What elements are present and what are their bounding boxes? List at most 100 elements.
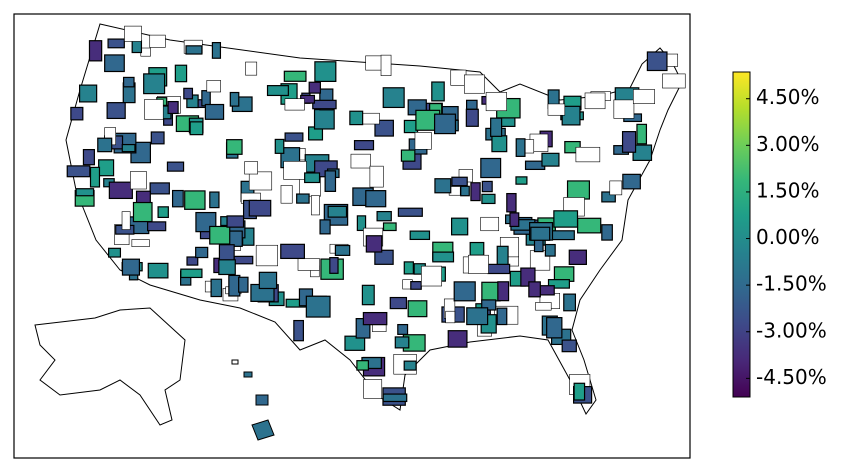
colorbar-tick-label: -1.50%: [756, 272, 827, 296]
county: [535, 302, 552, 311]
county: [166, 161, 185, 172]
county: [143, 73, 166, 95]
county: [374, 249, 394, 265]
county: [108, 247, 122, 258]
county: [107, 38, 125, 49]
county: [547, 103, 566, 116]
county: [609, 180, 623, 196]
county: [97, 137, 113, 153]
county: [121, 143, 136, 153]
county: [601, 224, 613, 241]
county: [180, 268, 203, 279]
county: [305, 295, 331, 318]
county: [130, 171, 147, 190]
county: [184, 190, 206, 210]
county: [421, 265, 442, 287]
county: [551, 230, 575, 241]
county: [451, 176, 468, 187]
colorbar-ticks: 4.50% 3.00% 1.50% 0.00% -1.50% -3.00% -4.50%: [746, 85, 827, 389]
county: [568, 249, 587, 266]
county: [601, 191, 616, 203]
county: [584, 92, 606, 110]
county: [218, 244, 235, 262]
county: [445, 310, 456, 324]
county: [280, 185, 293, 204]
county: [108, 181, 133, 200]
county: [382, 87, 405, 109]
county: [150, 131, 165, 145]
county: [490, 117, 503, 137]
county: [464, 74, 485, 94]
county: [89, 166, 101, 188]
county: [491, 135, 508, 153]
county: [311, 195, 320, 216]
county: [88, 40, 103, 62]
county: [274, 138, 285, 154]
county: [218, 259, 236, 276]
county: [324, 170, 337, 192]
alaska-outline: [34, 307, 186, 426]
county: [363, 379, 383, 399]
county: [561, 339, 577, 353]
county: [356, 360, 369, 371]
county: [397, 207, 423, 217]
county: [248, 171, 273, 191]
county: [450, 69, 467, 86]
county: [577, 217, 602, 234]
county: [480, 157, 502, 179]
county: [186, 256, 199, 266]
county: [613, 99, 635, 119]
county: [66, 165, 91, 178]
county: [244, 161, 258, 175]
county: [469, 241, 485, 256]
county: [206, 80, 221, 93]
county: [183, 87, 194, 100]
county: [515, 138, 526, 157]
county: [283, 70, 307, 82]
county: [104, 54, 125, 73]
colorbar-tick-label: -3.00%: [756, 318, 827, 342]
county: [365, 55, 384, 71]
county: [632, 89, 655, 104]
county: [481, 193, 496, 205]
county: [369, 165, 384, 188]
county: [344, 335, 366, 351]
county: [121, 258, 141, 276]
county: [434, 178, 452, 194]
county: [149, 182, 170, 195]
county: [389, 296, 408, 310]
county: [546, 317, 563, 339]
county: [485, 92, 507, 112]
county: [353, 140, 375, 151]
county: [334, 244, 351, 256]
county: [481, 299, 497, 311]
county: [553, 210, 579, 228]
county: [255, 244, 278, 267]
county: [204, 103, 225, 120]
county: [544, 243, 556, 257]
county: [465, 99, 478, 110]
county: [189, 121, 204, 136]
county: [147, 221, 167, 232]
county: [400, 149, 416, 162]
county: [480, 216, 500, 232]
county: [147, 262, 169, 279]
county: [575, 146, 601, 163]
county: [547, 279, 570, 289]
county: [226, 215, 245, 228]
county: [397, 323, 409, 335]
county: [245, 61, 258, 76]
county: [349, 110, 364, 126]
county: [466, 307, 489, 326]
county: [122, 76, 135, 88]
county: [258, 271, 278, 290]
county: [530, 226, 551, 241]
county: [433, 113, 457, 135]
county-patches: [66, 25, 686, 406]
county: [453, 281, 476, 302]
county: [229, 91, 240, 107]
county: [131, 39, 143, 54]
county: [460, 185, 470, 197]
county: [362, 311, 388, 326]
county: [312, 99, 337, 110]
